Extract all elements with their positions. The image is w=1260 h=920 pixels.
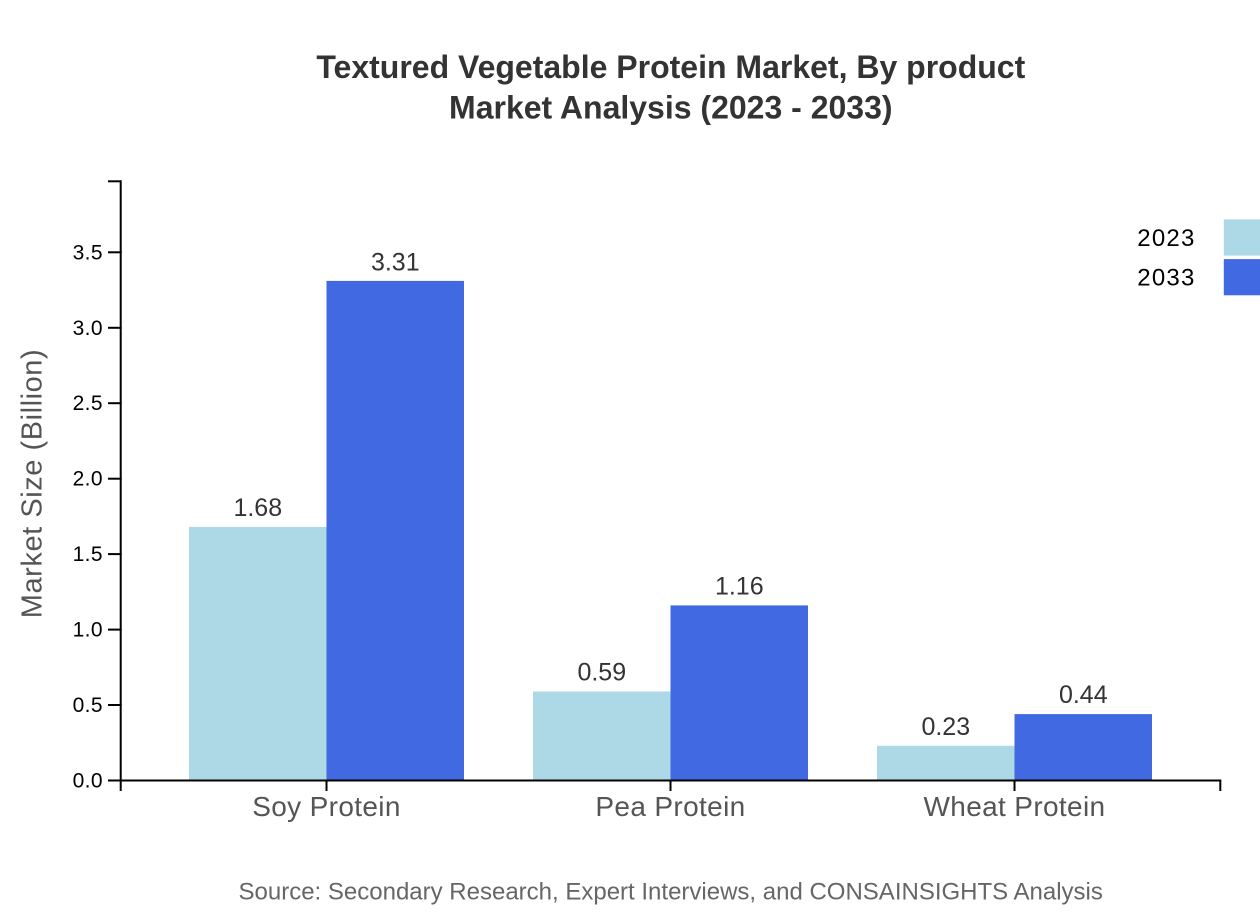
svg-text:0.23: 0.23 <box>921 713 970 741</box>
svg-text:3.5: 3.5 <box>73 241 103 264</box>
svg-text:2.0: 2.0 <box>73 468 103 491</box>
svg-text:Market Size (Billion): Market Size (Billion) <box>17 349 49 618</box>
svg-text:1.5: 1.5 <box>73 543 103 566</box>
svg-text:3.0: 3.0 <box>73 317 103 340</box>
svg-text:3.31: 3.31 <box>371 249 420 277</box>
svg-text:Pea Protein: Pea Protein <box>595 791 745 822</box>
svg-text:1.0: 1.0 <box>73 619 103 642</box>
svg-text:2023: 2023 <box>1137 225 1195 252</box>
svg-text:1.68: 1.68 <box>233 494 282 522</box>
svg-text:Wheat Protein: Wheat Protein <box>924 791 1106 822</box>
svg-text:Textured Vegetable Protein Mar: Textured Vegetable Protein Market, By pr… <box>316 49 1025 85</box>
svg-text:Market Analysis (2023 - 2033): Market Analysis (2023 - 2033) <box>449 90 893 126</box>
svg-text:2.5: 2.5 <box>73 392 103 415</box>
svg-text:Soy Protein: Soy Protein <box>252 791 401 822</box>
svg-text:0.59: 0.59 <box>577 659 626 687</box>
svg-text:0.5: 0.5 <box>73 694 103 717</box>
svg-text:0.44: 0.44 <box>1059 681 1108 709</box>
svg-text:1.16: 1.16 <box>715 572 764 600</box>
svg-text:0.0: 0.0 <box>73 770 103 793</box>
svg-text:Source: Secondary Research, Ex: Source: Secondary Research, Expert Inter… <box>239 878 1103 905</box>
svg-text:2033: 2033 <box>1137 265 1195 292</box>
